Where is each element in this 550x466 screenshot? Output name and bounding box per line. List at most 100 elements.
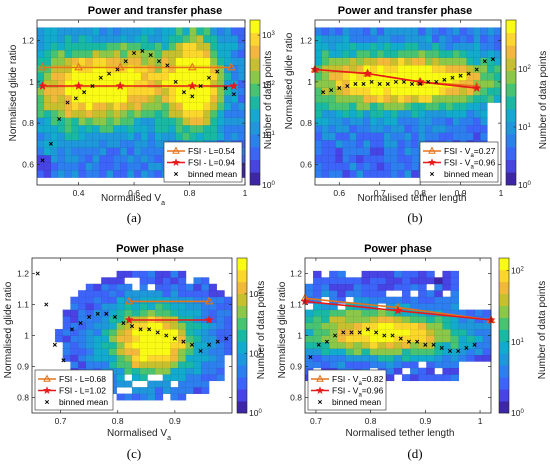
heatmap-cell [133, 132, 142, 141]
heatmap-cell [369, 124, 378, 133]
heatmap-cell [216, 309, 225, 317]
heatmap-cell [377, 290, 387, 298]
colorbar-segment [499, 401, 509, 414]
colorbar-segment [499, 365, 509, 378]
heatmap-cell [108, 354, 118, 362]
heatmap-cell [404, 132, 412, 141]
heatmap-cell [376, 154, 385, 163]
binned-mean-point [341, 330, 346, 335]
heatmap-cell [418, 348, 427, 356]
heatmap-cell [466, 328, 476, 336]
heatmap-cell [113, 147, 121, 156]
y-tick-label: 0.8 [17, 393, 29, 403]
heatmap-cell [312, 348, 322, 356]
binned-mean-point [431, 342, 436, 347]
y-tick-label: 0.9 [290, 362, 302, 372]
heatmap-cell [133, 169, 142, 178]
binned-mean-point [423, 342, 428, 347]
heatmap-cell [201, 335, 210, 343]
heatmap-cell [78, 139, 86, 148]
binned-mean-point [52, 342, 57, 347]
heatmap-cell [356, 27, 364, 36]
heatmap-cell [390, 27, 399, 36]
binned-mean-point [104, 311, 109, 316]
heatmap-cell [349, 49, 357, 58]
heatmap-cell [170, 309, 179, 317]
heatmap-cell [216, 328, 225, 336]
heatmap-cell [216, 354, 225, 362]
heatmap-cell [452, 117, 461, 126]
heatmap-cell [390, 124, 399, 133]
heatmap-cell [154, 380, 164, 388]
binned-mean-point [353, 81, 358, 86]
heatmap-cell [85, 162, 93, 171]
heatmap-cell [50, 27, 59, 36]
heatmap-cell [154, 361, 164, 369]
heatmap-cell [431, 64, 440, 73]
heatmap-cell [99, 87, 107, 96]
heatmap-cell [147, 34, 156, 43]
heatmap-cell [154, 393, 164, 401]
heatmap-cell [383, 102, 392, 111]
heatmap-cell [369, 139, 378, 148]
binned-mean-point [345, 83, 350, 89]
colorbar-segment [506, 121, 516, 135]
heatmap-cell [312, 328, 322, 336]
legend-marker [43, 374, 51, 382]
heatmap-cell [431, 117, 440, 126]
heatmap-cell [335, 34, 344, 43]
heatmap-cell [78, 124, 86, 133]
heatmap-cell [458, 335, 468, 343]
heatmap-cell [85, 290, 94, 298]
heatmap-cell [50, 169, 59, 178]
heatmap-cell [363, 34, 371, 43]
heatmap-cell [70, 303, 79, 311]
heatmap-cell [50, 124, 59, 133]
binned-mean-point [401, 79, 407, 84]
heatmap-cell [70, 335, 79, 343]
x-tick-label: 0.7 [55, 416, 67, 426]
heatmap-cell [154, 296, 164, 304]
heatmap-cell [43, 57, 52, 66]
heatmap-cell [426, 335, 435, 343]
binned-mean-point [115, 67, 120, 72]
heatmap-cell [116, 354, 125, 362]
heatmap-cell [401, 328, 411, 336]
fsi-point [204, 315, 214, 325]
heatmap-cell [217, 27, 225, 36]
heatmap-cell [474, 322, 484, 330]
heatmap-cell [321, 34, 330, 43]
fsi-point [115, 62, 125, 71]
heatmap-cell [401, 341, 411, 349]
heatmap-cell [175, 109, 184, 118]
y-tick-label: 0.8 [22, 118, 34, 128]
heatmap-cell [161, 72, 170, 81]
heatmap-cell [161, 132, 170, 141]
heatmap-cell [369, 169, 378, 178]
heatmap-cell [314, 109, 323, 118]
heatmap-cell [126, 162, 135, 171]
colorbar-segment [250, 108, 260, 122]
heatmap-cell [147, 57, 156, 66]
colorbar-segment [499, 317, 509, 330]
heatmap-cell [126, 94, 135, 103]
binned-mean-point [181, 90, 187, 95]
heatmap-cell [210, 27, 218, 36]
heatmap-cell [342, 169, 350, 178]
binned-mean-point [90, 83, 95, 89]
heatmap-cell [185, 283, 194, 291]
colorbar-segment [237, 269, 247, 283]
heatmap-cell [124, 283, 133, 291]
heatmap-cell [50, 109, 59, 118]
heatmap-cell [147, 277, 156, 285]
legend-label: binned mean [332, 397, 381, 407]
heatmap-cell [126, 147, 135, 156]
heatmap-cell [196, 102, 204, 111]
heatmap-cell [369, 341, 379, 349]
heatmap-cell [312, 354, 322, 362]
heatmap-cell [177, 328, 187, 336]
heatmap-cell [473, 132, 481, 141]
heatmap-cell [139, 270, 148, 278]
heatmap-cell [201, 322, 210, 330]
heatmap-cell [321, 57, 330, 66]
